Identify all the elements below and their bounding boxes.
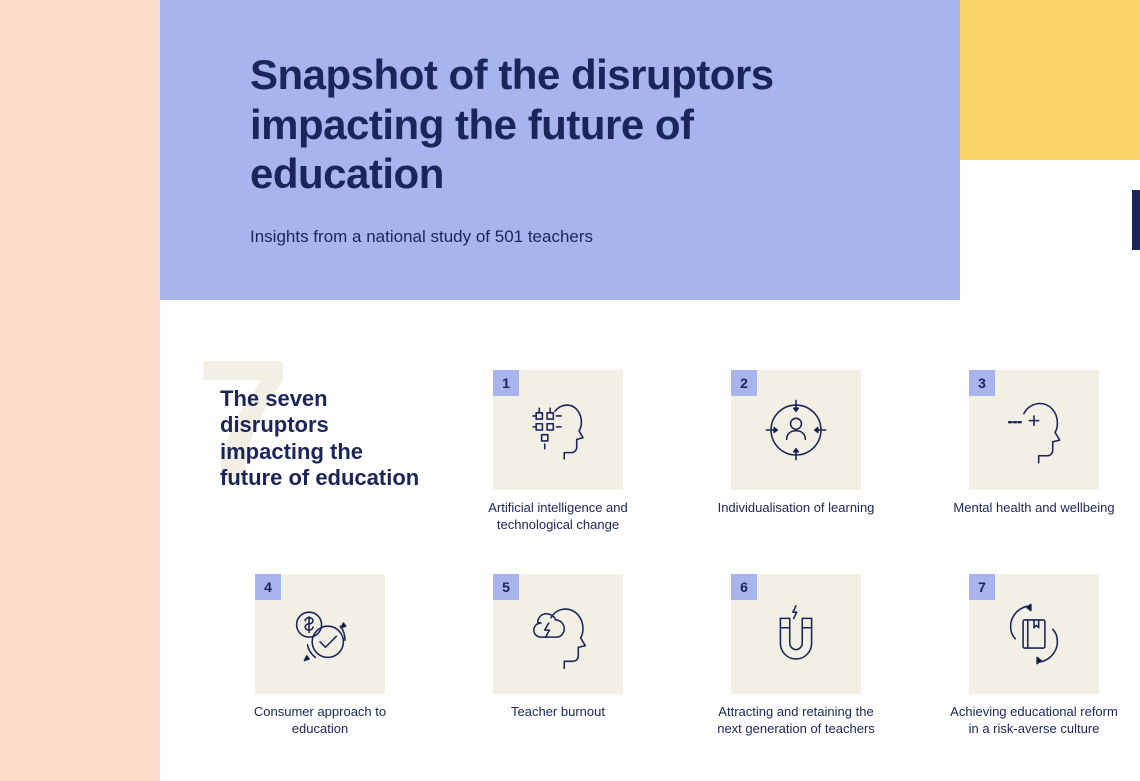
card-icon-box: 6 <box>731 574 861 694</box>
card-icon-box: 3 <box>969 370 1099 490</box>
card-3: 3 Mental health and wellbeing <box>934 370 1134 534</box>
card-number-badge: 7 <box>969 574 995 600</box>
card-1: 1 Artificial intelligence and technologi… <box>458 370 658 534</box>
background-navy-strip <box>1132 190 1140 250</box>
card-label: Mental health and wellbeing <box>953 500 1114 517</box>
card-6: 6 Attracting and retaining the next gene… <box>696 574 896 738</box>
card-icon-box: 5 <box>493 574 623 694</box>
card-label: Teacher burnout <box>511 704 605 721</box>
card-label: Achieving educational reform in a risk-a… <box>944 704 1124 738</box>
card-label: Consumer approach to education <box>230 704 410 738</box>
card-icon-box: 7 <box>969 574 1099 694</box>
head-storm-icon <box>519 595 597 673</box>
disruptors-section: 7 The seven disruptors impacting the fut… <box>220 370 1120 738</box>
card-number-badge: 4 <box>255 574 281 600</box>
card-number-badge: 6 <box>731 574 757 600</box>
card-2: 2 Individualisation of learning <box>696 370 896 534</box>
magnet-icon <box>757 595 835 673</box>
card-icon-box: 4 <box>255 574 385 694</box>
card-number-badge: 3 <box>969 370 995 396</box>
card-icon-box: 2 <box>731 370 861 490</box>
hero-panel: Snapshot of the disruptors impacting the… <box>160 0 960 300</box>
card-label: Artificial intelligence and technologica… <box>468 500 648 534</box>
person-target-icon <box>757 391 835 469</box>
background-yellow-block <box>960 0 1140 160</box>
card-label: Attracting and retaining the next genera… <box>706 704 886 738</box>
dollar-check-icon <box>281 595 359 673</box>
card-label: Individualisation of learning <box>718 500 875 517</box>
book-cycle-icon <box>995 595 1073 673</box>
card-icon-box: 1 <box>493 370 623 490</box>
card-number-badge: 5 <box>493 574 519 600</box>
background-pink-strip <box>0 0 160 781</box>
hero-title: Snapshot of the disruptors impacting the… <box>250 50 890 199</box>
hero-subtitle: Insights from a national study of 501 te… <box>250 227 890 247</box>
card-7: 7 Achieving educational reform in a risk… <box>934 574 1134 738</box>
section-intro: 7 The seven disruptors impacting the fut… <box>220 370 420 534</box>
ai-head-icon <box>519 391 597 469</box>
card-number-badge: 1 <box>493 370 519 396</box>
card-number-badge: 2 <box>731 370 757 396</box>
section-heading: The seven disruptors impacting the futur… <box>220 370 420 492</box>
disruptors-grid: 7 The seven disruptors impacting the fut… <box>220 370 1120 738</box>
head-plus-icon <box>995 391 1073 469</box>
card-5: 5 Teacher burnout <box>458 574 658 738</box>
card-4: 4 Consumer approach to education <box>220 574 420 738</box>
